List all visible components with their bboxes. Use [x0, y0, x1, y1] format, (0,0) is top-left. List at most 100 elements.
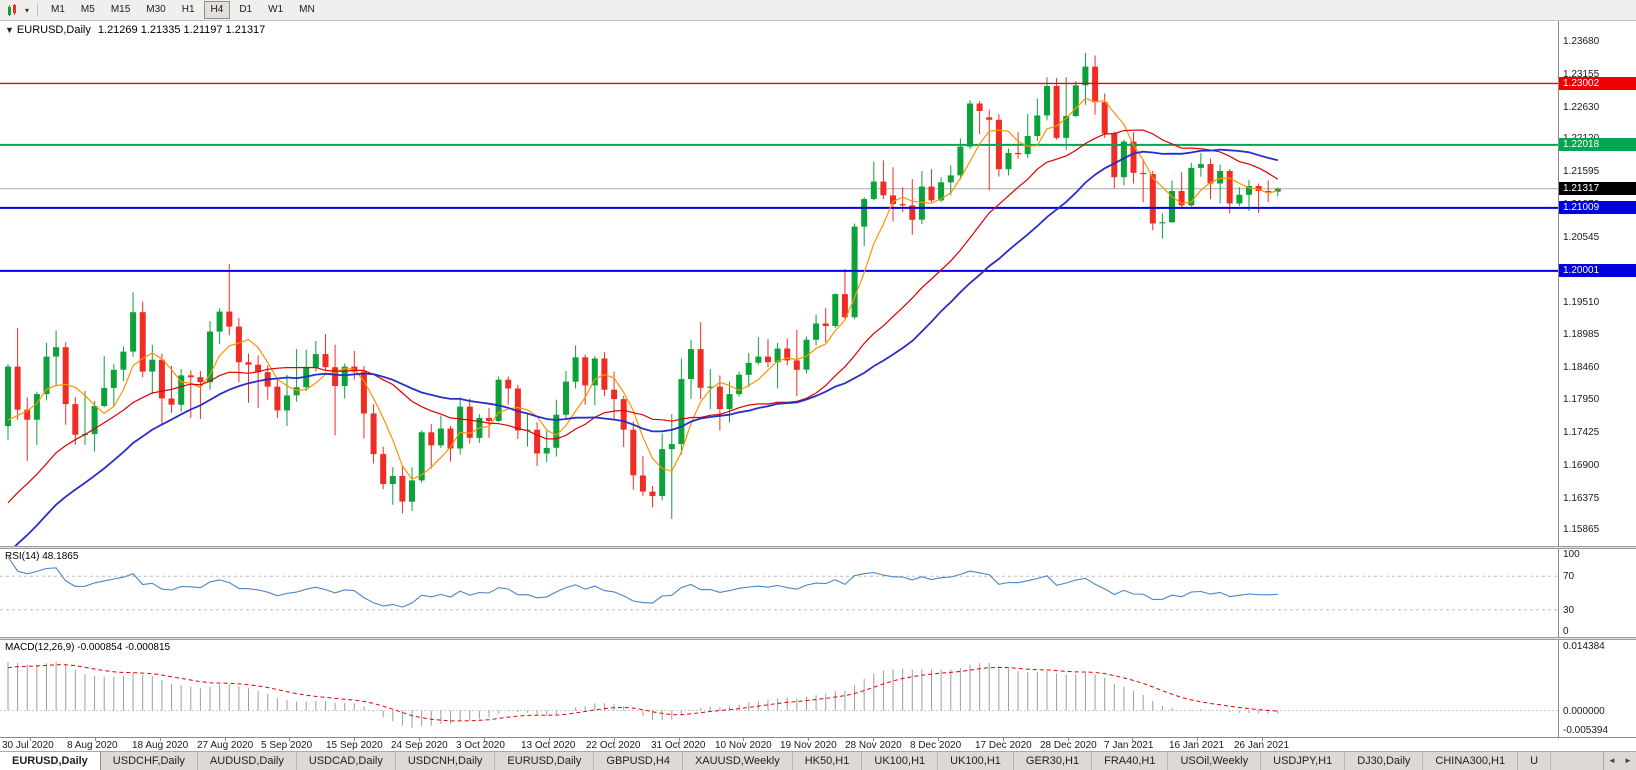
time-axis[interactable]: 30 Jul 2020 8 Aug 2020 18 Aug 2020 27 Aug 2… [0, 737, 1636, 751]
timeframe-button-M15[interactable]: M15 [110, 4, 131, 15]
date-label: 22 Oct 2020 [586, 740, 641, 751]
date-label: 28 Nov 2020 [845, 740, 902, 751]
rsi-label: RSI(14) 48.1865 [5, 551, 79, 562]
time-axis-tick [1132, 738, 1133, 741]
date-label: 13 Oct 2020 [521, 740, 576, 751]
main-chart-canvas[interactable] [0, 21, 1558, 546]
chart-tab-EURUSD-Daily[interactable]: EURUSD,Daily [0, 752, 101, 770]
rsi-axis[interactable]: 100 70 30 0 [1558, 549, 1636, 637]
chart-symbol-period: EURUSD,Daily [16, 24, 91, 36]
timeframe-button-H1[interactable]: H1 [181, 4, 195, 15]
price-line-tag: 1.22018 [1559, 138, 1636, 151]
toolbar-separator [37, 3, 39, 17]
panel-splitter-macd[interactable] [0, 637, 1636, 640]
time-axis-tick [1003, 738, 1004, 741]
time-axis-tick [1068, 738, 1069, 741]
price-axis-label: 1.23155 [1563, 69, 1600, 80]
date-label: 19 Nov 2020 [780, 740, 837, 751]
time-axis-tick [225, 738, 226, 741]
time-axis-tick [873, 738, 874, 741]
macd-label: MACD(12,26,9) -0.000854 -0.000815 [5, 642, 171, 653]
main-chart-panel: 1.236801.231551.226301.221201.215951.210… [0, 21, 1636, 546]
timeframe-button-group: M1 M5 M15 M30 H1 H4 D1 W1 MN [43, 1, 323, 19]
candlestick-icon [8, 4, 16, 16]
tabs-scroll-right-button[interactable]: ► [1624, 756, 1632, 765]
chart-tab-U[interactable]: U [1518, 752, 1552, 770]
rsi-axis-label: 0 [1563, 626, 1569, 637]
dropdown-caret-icon: ▾ [25, 5, 30, 15]
time-axis-tick [938, 738, 939, 741]
timeframe-button-MN[interactable]: MN [299, 4, 315, 15]
chart-tab-USDCNH-Daily[interactable]: USDCNH,Daily [396, 752, 496, 770]
tab-scroll-arrows: ◄ ► [1603, 752, 1636, 770]
price-axis-label: 1.16375 [1563, 493, 1600, 504]
chart-tab-GER30-H1[interactable]: GER30,H1 [1014, 752, 1093, 770]
timeframe-button-W1[interactable]: W1 [268, 4, 284, 15]
price-axis-label: 1.21595 [1563, 166, 1600, 177]
time-axis-tick [679, 738, 680, 741]
current-price-tag: 1.21317 [1559, 182, 1636, 195]
time-axis-tick [30, 738, 31, 741]
tabs-scroll-left-button[interactable]: ◄ [1608, 756, 1616, 765]
timeframe-button-M5[interactable]: M5 [80, 4, 95, 15]
macd-canvas[interactable] [0, 640, 1558, 737]
time-axis-tick [808, 738, 809, 741]
timeframe-button-M30[interactable]: M30 [146, 4, 166, 15]
chart-tab-HK50-H1[interactable]: HK50,H1 [793, 752, 863, 770]
chart-ohlc-values: 1.21269 1.21335 1.21197 1.21317 [97, 24, 266, 36]
price-axis[interactable]: 1.236801.231551.226301.221201.215951.210… [1558, 21, 1636, 546]
chart-tab-GBPUSD-H4[interactable]: GBPUSD,H4 [594, 752, 683, 770]
panel-splitter-rsi[interactable] [0, 546, 1636, 549]
timeframe-button-H4[interactable]: H4 [203, 1, 231, 19]
collapse-arrow-icon[interactable]: ▼ [5, 25, 14, 35]
top-toolbar: ▾ M1 M5 M15 M30 H1 H4 D1 W1 MN [0, 0, 1636, 21]
date-label: 30 Jul 2020 [2, 740, 54, 751]
price-line-tag: 1.20001 [1559, 264, 1636, 277]
chart-tab-XAUUSD-Weekly[interactable]: XAUUSD,Weekly [683, 752, 793, 770]
date-label: 10 Nov 2020 [715, 740, 772, 751]
chart-tab-USDCHF-Daily[interactable]: USDCHF,Daily [101, 752, 198, 770]
price-axis-label: 1.19510 [1563, 297, 1600, 308]
macd-axis-label: 0.014384 [1563, 641, 1605, 652]
rsi-indicator-panel: 100 70 30 0 RSI(14) 48.1865 [0, 549, 1636, 637]
chart-tab-DJ30-Daily[interactable]: DJ30,Daily [1345, 752, 1424, 770]
time-axis-tick [484, 738, 485, 741]
chart-tab-EURUSD-Daily[interactable]: EURUSD,Daily [495, 752, 595, 770]
chart-tab-UK100-H1[interactable]: UK100,H1 [938, 752, 1014, 770]
price-axis-label: 1.20545 [1563, 232, 1600, 243]
price-axis-label: 1.15865 [1563, 524, 1600, 535]
chart-tab-CHINA300-H1[interactable]: CHINA300,H1 [1423, 752, 1519, 770]
chart-tab-UK100-H1[interactable]: UK100,H1 [862, 752, 939, 770]
time-axis-tick [614, 738, 615, 741]
price-axis-label: 1.18985 [1563, 329, 1600, 340]
date-label: 3 Oct 2020 [456, 740, 505, 751]
price-axis-label: 1.18460 [1563, 362, 1600, 373]
date-label: 16 Jan 2021 [1169, 740, 1225, 751]
rsi-axis-label: 30 [1563, 605, 1575, 616]
time-axis-tick [419, 738, 420, 741]
time-axis-tick [354, 738, 355, 741]
chart-title: ▼ EURUSD,Daily 1.21269 1.21335 1.21197 1.2… [5, 24, 265, 36]
price-axis-label: 1.23680 [1563, 36, 1600, 47]
date-label: 8 Dec 2020 [910, 740, 962, 751]
price-axis-label: 1.16900 [1563, 460, 1600, 471]
chart-tab-AUDUSD-Daily[interactable]: AUDUSD,Daily [198, 752, 297, 770]
date-label: 7 Jan 2021 [1104, 740, 1154, 751]
rsi-canvas[interactable] [0, 549, 1558, 637]
date-label: 31 Oct 2020 [651, 740, 706, 751]
timeframe-button-M1[interactable]: M1 [51, 4, 65, 15]
chart-tab-USDJPY-H1[interactable]: USDJPY,H1 [1261, 752, 1346, 770]
time-axis-tick [289, 738, 290, 741]
date-label: 28 Dec 2020 [1040, 740, 1097, 751]
time-axis-tick [743, 738, 744, 741]
time-axis-tick [1262, 738, 1263, 741]
chart-tab-USOil-Weekly[interactable]: USOil,Weekly [1168, 752, 1262, 770]
price-axis-label: 1.22630 [1563, 102, 1600, 113]
chart-type-icon[interactable]: ▾ [3, 2, 32, 18]
chart-tab-bar: EURUSD,Daily USDCHF,Daily AUDUSD,Daily USDC… [0, 751, 1636, 770]
timeframe-button-D1[interactable]: D1 [239, 4, 253, 15]
macd-axis[interactable]: 0.014384 0.000000 -0.005394 [1558, 640, 1636, 737]
time-axis-tick [160, 738, 161, 741]
chart-tab-USDCAD-Daily[interactable]: USDCAD,Daily [297, 752, 396, 770]
chart-tab-FRA40-H1[interactable]: FRA40,H1 [1092, 752, 1169, 770]
